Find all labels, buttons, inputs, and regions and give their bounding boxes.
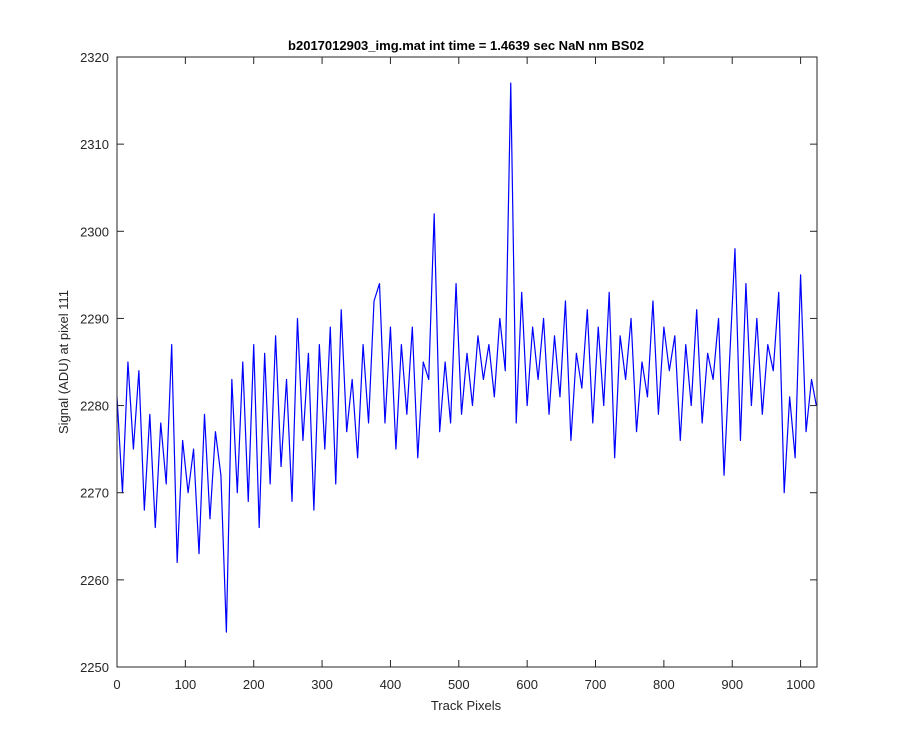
- x-tick-label: 600: [516, 677, 538, 692]
- x-tick-label: 0: [113, 677, 120, 692]
- y-tick-label: 2310: [80, 137, 109, 152]
- x-tick-label: 300: [311, 677, 333, 692]
- y-tick-label: 2290: [80, 311, 109, 326]
- plot-area: [116, 56, 818, 668]
- series-layer: [116, 82, 817, 633]
- x-tick-label: 800: [653, 677, 675, 692]
- x-tick-label: 100: [175, 677, 197, 692]
- series-line-1: [116, 82, 817, 633]
- y-tick-label: 2250: [80, 660, 109, 675]
- plot-background: [117, 57, 817, 667]
- x-tick-label: 400: [380, 677, 402, 692]
- x-tick-label: 500: [448, 677, 470, 692]
- y-tick-label: 2270: [80, 486, 109, 501]
- x-axis: 0 100 200 300 400 500 600 700 800 900 1000: [113, 57, 815, 692]
- x-axis-label: Track Pixels: [431, 698, 502, 713]
- y-axis: 2250 2260 2270 2280 2290 2300 2310 2320: [80, 50, 817, 675]
- x-tick-label: 700: [585, 677, 607, 692]
- plot-frame: [116, 56, 818, 668]
- y-tick-label: 2320: [80, 50, 109, 65]
- chart-title: b2017012903_img.mat int time = 1.4639 se…: [288, 38, 644, 53]
- x-tick-label: 900: [721, 677, 743, 692]
- y-tick-label: 2300: [80, 224, 109, 239]
- x-tick-label: 1000: [786, 677, 815, 692]
- y-tick-label: 2280: [80, 399, 109, 414]
- y-axis-label: Signal (ADU) at pixel 111: [56, 290, 71, 434]
- y-tick-label: 2260: [80, 573, 109, 588]
- x-tick-label: 200: [243, 677, 265, 692]
